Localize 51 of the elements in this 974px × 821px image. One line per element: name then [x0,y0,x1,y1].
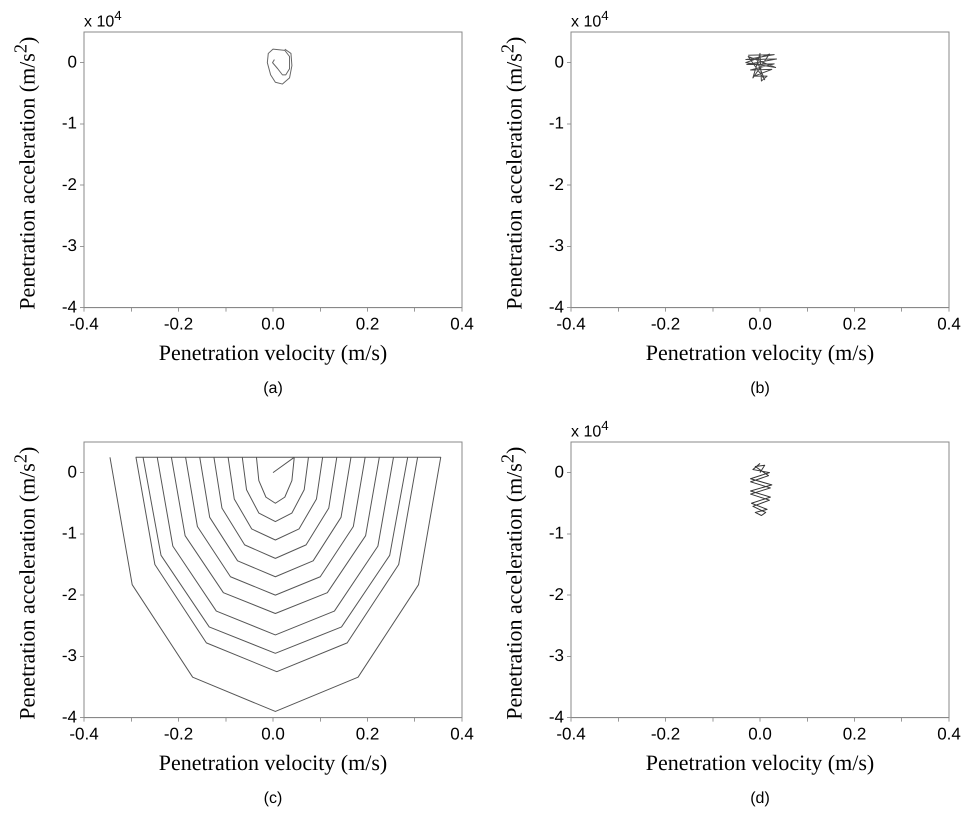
x-tick-label: 0.0 [748,724,772,744]
x-tick-label: -0.2 [650,314,680,334]
y-tick-label: -3 [548,236,564,256]
text: (a) [262,380,284,398]
x-tick-label: -0.4 [556,314,586,334]
text: (b) [749,380,771,398]
y-tick-label: -2 [548,174,564,194]
x-tick-label: 0.0 [261,314,285,334]
y-tick-label: 0 [68,52,77,72]
y-tick-label: -2 [62,174,77,194]
x-tick-label: -0.2 [650,724,680,744]
x-tick-label: 0.4 [937,314,961,334]
x-tick-label: 0.0 [748,314,772,334]
y-tick-label: 0 [554,52,564,72]
y-tick-label: -3 [62,646,77,666]
x-tick-label: 0.2 [842,724,866,744]
x-tick-label: -0.4 [69,314,99,334]
x-tick-label: 0.4 [937,724,961,744]
x-tick-label: 0.0 [261,724,285,744]
y-tick-label: -1 [62,524,77,543]
y-tick-label: -3 [62,236,77,256]
x-axis-title: Penetration velocity (m/s) [158,340,388,366]
x-tick-label: -0.2 [164,724,194,744]
text: x 10$^{4}$ [571,8,609,32]
y-tick-label: -4 [62,707,77,726]
y-tick-label: -3 [548,646,564,666]
x-axis-title: Penetration velocity (m/s) [158,750,388,776]
x-tick-label: 0.2 [356,314,380,334]
x-axis-title: Penetration velocity (m/s) [644,750,876,776]
x-tick-label: 0.4 [450,314,474,334]
text: (c) [262,790,284,808]
x-tick-label: 0.4 [450,724,474,744]
y-tick-label: -4 [62,297,77,316]
y-tick-label: -4 [548,297,564,316]
y-tick-label: 0 [554,462,564,482]
text: x 10$^{4}$ [84,8,122,32]
x-tick-label: 0.2 [842,314,866,334]
text: x 10$^{4}$ [571,418,609,442]
x-axis-title: Penetration velocity (m/s) [644,340,876,366]
text: (d) [749,790,771,808]
y-tick-label: -2 [548,584,564,604]
y-tick-label: -4 [548,707,564,726]
y-tick-label: 0 [68,462,77,482]
x-tick-label: -0.4 [69,724,99,744]
x-tick-label: -0.4 [556,724,586,744]
y-tick-label: -1 [548,114,564,133]
y-tick-label: -1 [548,524,564,543]
x-tick-label: 0.2 [356,724,380,744]
y-tick-label: -2 [62,584,77,604]
x-tick-label: -0.2 [164,314,194,334]
y-tick-label: -1 [62,114,77,133]
